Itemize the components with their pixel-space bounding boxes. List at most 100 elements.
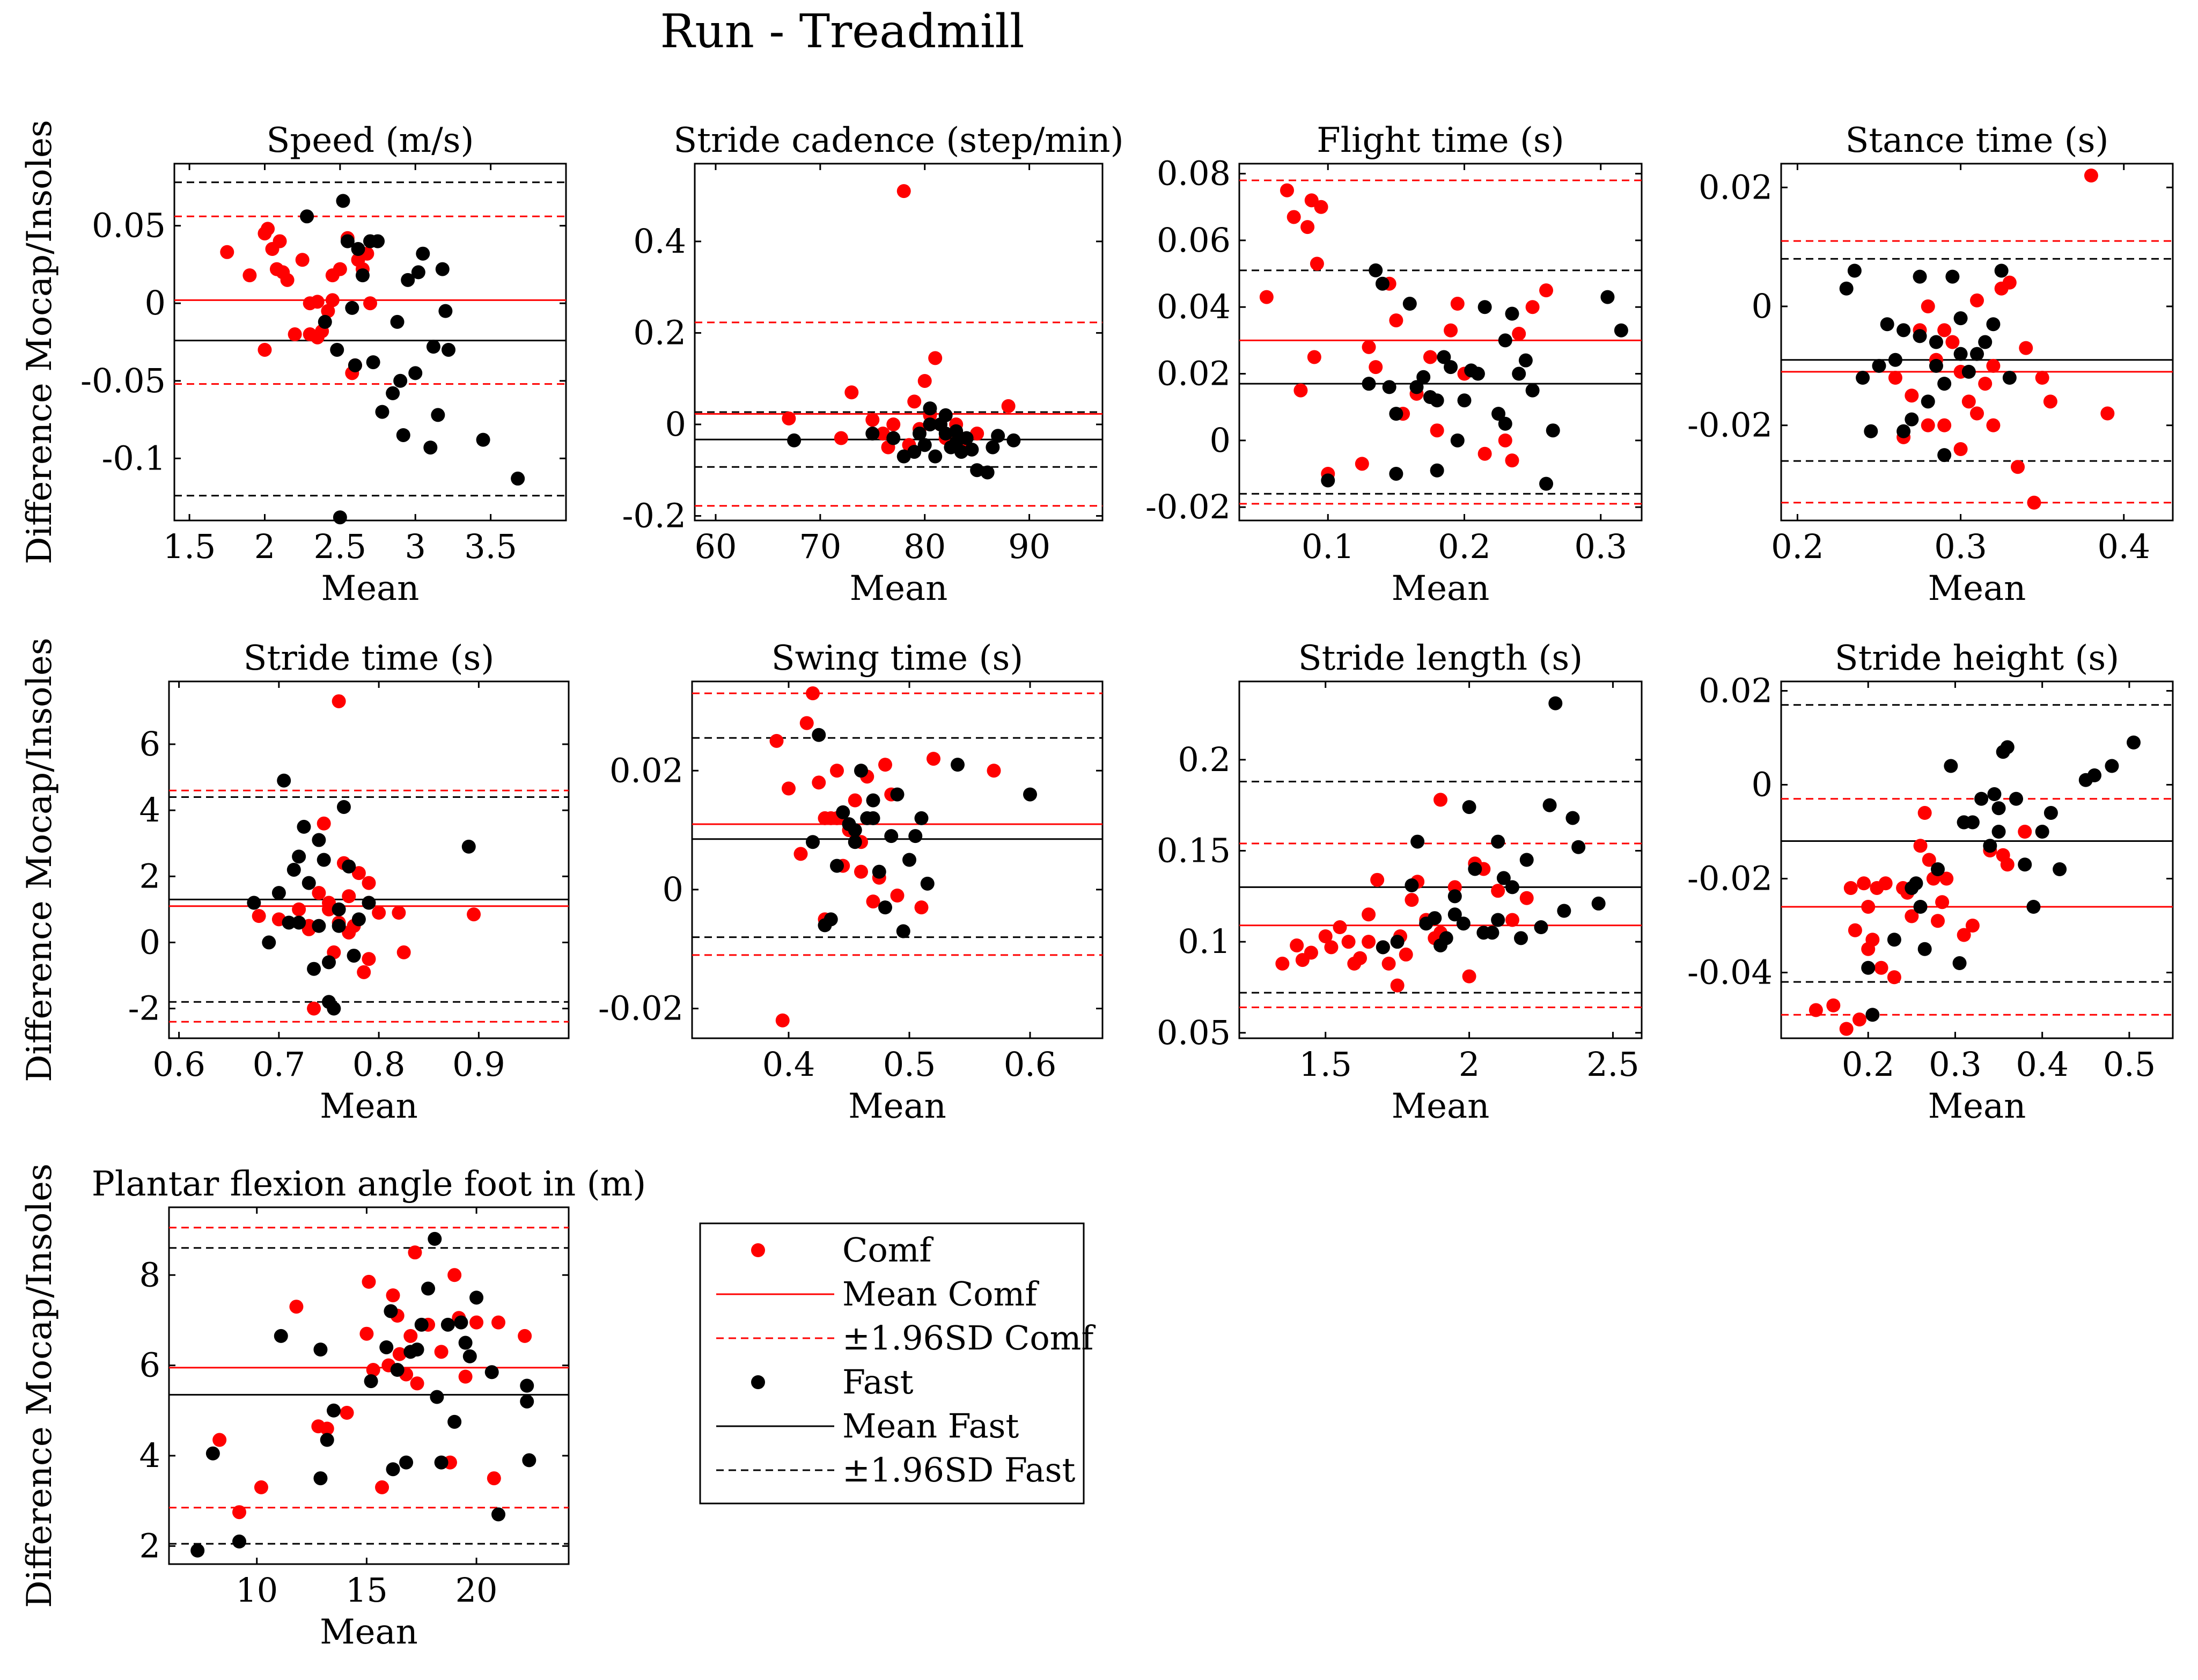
data-point-fast [1987,787,2002,801]
data-point-fast [1439,931,1453,945]
data-point-fast [318,314,332,329]
y-tick-label: 0 [663,870,683,909]
data-point-comf [1444,323,1458,338]
y-tick-label: 0 [145,283,166,322]
data-point-fast [836,805,850,819]
data-point-comf [325,268,340,283]
data-point-comf [1381,956,1396,971]
x-axis-label: Mean [1392,569,1490,608]
data-point-fast [1447,889,1462,904]
chart-title: Speed (m/s) [267,121,474,160]
x-tick-label: 0.4 [2097,527,2150,566]
data-point-comf [907,394,922,409]
data-point-comf [1505,913,1519,927]
x-tick-label: 0.8 [352,1045,406,1084]
data-point-fast [920,876,935,891]
chart-title: Plantar flexion angle foot in (m) [92,1164,646,1204]
data-point-comf [1287,210,1301,224]
data-point-fast [416,246,430,261]
data-point-fast [1023,787,1037,802]
data-point-fast [282,915,296,930]
chart-panel-6: 0.4 0.5 0.6 -0.02 0 0.02 Swing time (s) Mean [598,639,1104,1126]
data-point-fast [1847,263,1862,278]
data-point-comf [434,1345,449,1359]
data-point-fast [1450,433,1465,447]
y-tick-label: 0.04 [1157,287,1231,326]
data-point-comf [1913,839,1928,853]
data-point-comf [325,293,340,307]
data-point-fast [1872,358,1886,373]
chart-title: Flight time (s) [1317,121,1564,160]
data-point-fast [1491,913,1505,927]
legend-marker [751,1243,765,1257]
data-point-fast [1428,911,1442,926]
data-point-comf [1519,891,1534,905]
y-tick-label: 0.05 [1157,1013,1231,1052]
data-point-fast [431,408,445,422]
data-point-comf [1001,399,1016,413]
data-point-fast [2026,900,2041,914]
data-point-fast [914,811,929,825]
data-point-comf [386,1288,400,1303]
data-point-comf [1333,920,1347,935]
data-point-comf [1405,893,1419,907]
data-point-comf [469,1315,484,1330]
data-point-fast [1389,466,1403,481]
data-point-fast [426,340,440,354]
x-tick-label: 0.2 [1438,527,1491,566]
data-point-fast [390,1363,405,1377]
data-point-fast [2127,735,2141,750]
data-point-fast [408,366,423,380]
data-point-comf [1887,970,1901,985]
data-point-comf [1922,853,1936,867]
plot-grid: 1.5 2 2.5 3 3.5 -0.1 -0.05 0 0.05 Speed (m/s) Mean… [20,120,2174,1652]
data-point-fast [1525,383,1540,398]
data-point-comf [769,733,784,748]
data-point-fast [1405,878,1419,892]
data-point-fast [878,900,892,915]
data-point-comf [232,1505,246,1520]
data-point-comf [321,304,335,318]
data-point-fast [300,209,314,224]
data-point-comf [491,1315,506,1330]
data-point-comf [1957,928,1971,942]
data-point-fast [2043,806,2058,820]
data-point-comf [1462,969,1476,984]
data-point-comf [1362,907,1376,922]
data-point-fast [399,1455,414,1470]
data-point-fast [327,1001,341,1016]
data-point-comf [252,909,266,923]
data-point-fast [1514,931,1528,945]
data-point-fast [1519,853,1534,867]
data-point-fast [872,864,886,879]
data-point-fast [520,1394,534,1408]
data-point-fast [1362,377,1376,391]
chart-title: Stride time (s) [244,639,495,678]
data-point-comf [375,1480,389,1494]
data-point-comf [876,427,890,441]
x-tick-label: 3 [405,527,426,566]
data-point-comf [1399,947,1413,962]
data-point-fast [2018,857,2032,872]
data-point-fast [1477,300,1492,314]
y-tick-label: -0.02 [1145,487,1231,526]
data-point-fast [1416,370,1431,384]
data-point-comf [928,351,943,365]
data-point-comf [1498,433,1512,447]
data-point-comf [1362,340,1376,354]
data-point-fast [312,919,326,933]
chart-title: Stride cadence (step/min) [673,121,1123,160]
data-point-comf [890,889,905,903]
data-point-fast [1986,317,2001,332]
data-point-fast [1444,360,1458,375]
chart-panel-2: 60 70 80 90 -0.2 0 0.2 0.4 Stride cadence (step/… [622,121,1123,608]
x-tick-label: 2.5 [314,527,367,566]
data-point-comf [1888,371,1902,385]
data-point-fast [986,440,1000,454]
data-point-comf [288,327,302,342]
data-point-comf [392,1347,407,1361]
x-tick-label: 90 [1008,527,1050,566]
legend-entry: Mean Fast [716,1406,1019,1446]
y-tick-label: 4 [139,790,160,830]
x-tick-label: 15 [345,1571,388,1610]
